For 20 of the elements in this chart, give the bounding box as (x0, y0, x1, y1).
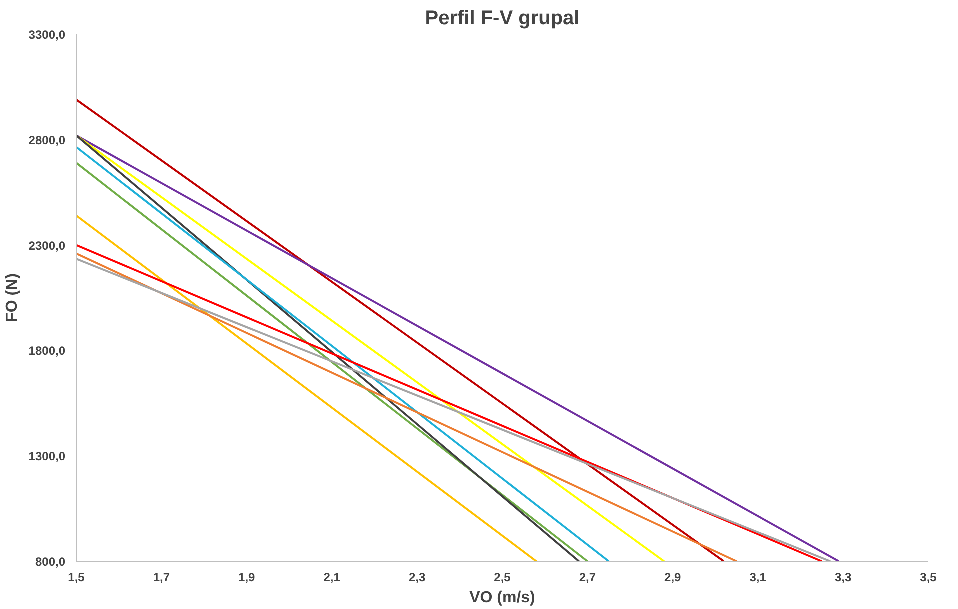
y-tick-label: 2300,0 (28, 238, 66, 253)
x-tick-label: 1,5 (68, 570, 86, 584)
y-axis-title: FO (N) (4, 274, 21, 322)
x-tick-label: 1,7 (153, 570, 170, 584)
y-tick-label: 2800,0 (28, 133, 66, 148)
x-tick-label: 2,9 (664, 570, 682, 584)
x-tick-label: 2,5 (494, 570, 512, 584)
y-tick-label: 1800,0 (28, 344, 66, 358)
x-tick-label: 3,5 (920, 570, 938, 584)
chart-title: Perfil F-V grupal (425, 8, 580, 30)
x-tick-label: 1,9 (238, 570, 256, 584)
y-tick-label: 800,0 (35, 555, 66, 569)
x-tick-label: 2,3 (408, 570, 426, 584)
x-tick-label: 3,3 (834, 570, 852, 584)
x-tick-label: 2,1 (324, 570, 341, 584)
y-tick-label: 1300,0 (28, 450, 66, 464)
x-tick-label: 2,7 (579, 570, 596, 584)
x-axis-title: VO (m/s) (470, 590, 536, 606)
x-tick-label: 3,1 (750, 570, 767, 584)
y-tick-label: 3300,0 (28, 28, 66, 42)
